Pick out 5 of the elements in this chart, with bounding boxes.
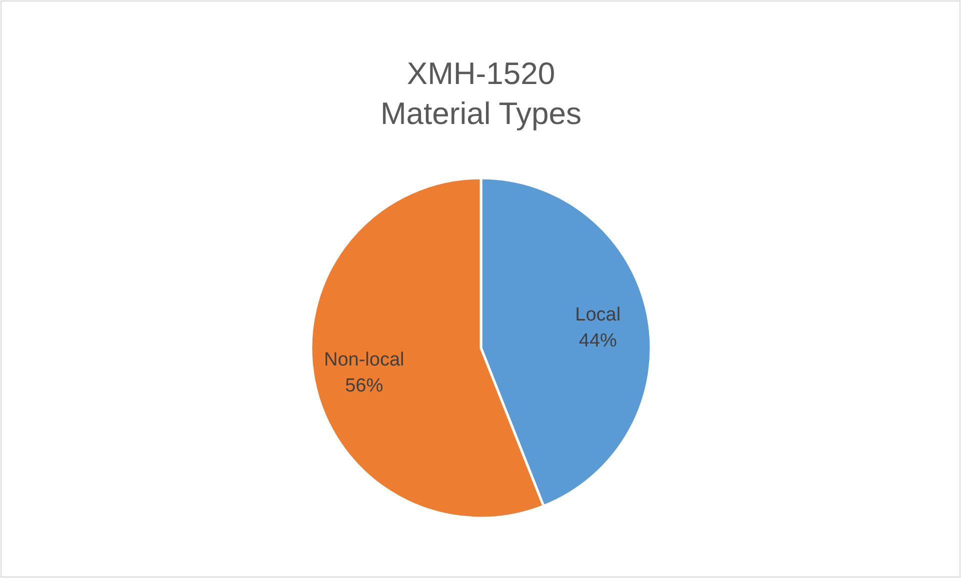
data-label: 56% <box>345 375 384 396</box>
chart-title: XMH-1520 Material Types <box>380 56 582 131</box>
slice-label: Local <box>575 304 621 326</box>
slice-label: Non-local <box>324 349 404 370</box>
data-label: 44% <box>578 330 618 352</box>
